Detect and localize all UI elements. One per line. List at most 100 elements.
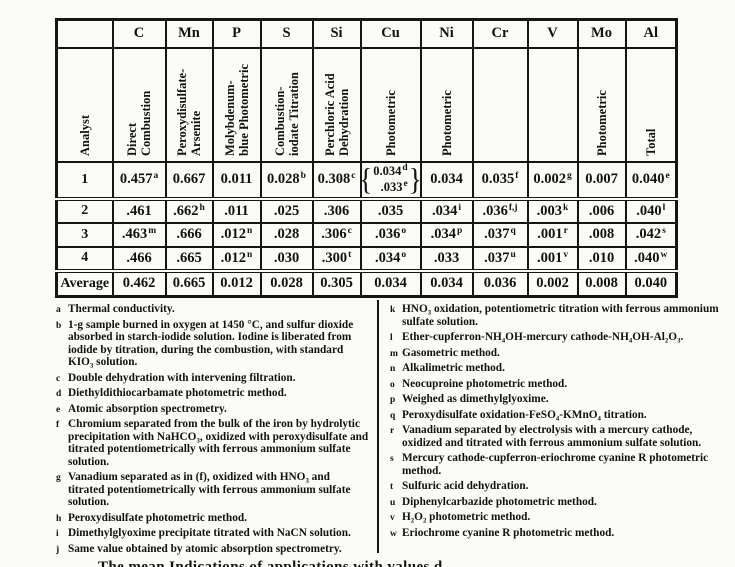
value-text: 0.305 [320,275,353,292]
value-text: 0.034 [373,164,402,178]
value-cell: .001r [526,222,579,248]
footnote-text: Mercury cathode-cupferron-eriochrome cya… [402,452,709,477]
value-text: 0.034 [430,275,463,292]
footnote-key: t [390,482,394,492]
value-cell: 0.665 [164,268,214,297]
value-text: .001 [536,249,563,266]
clipped-bottom-text-line: The mean Indications of applications wit… [98,559,443,567]
average-row: Average 0.462 0.665 0.012 0.028 0.305 0.034 0.0… [55,268,678,297]
value-cell: .025 [259,198,314,224]
footnote-marker: w [660,249,668,260]
footnote-marker: o [401,249,407,260]
footnote-text: HNO₃ oxidation, potentiometric titration… [402,303,719,328]
footnote-marker: k [563,202,569,213]
analyst-number: 2 [55,198,114,224]
method-header-cell: Photometric [419,47,474,163]
footnote-marker: n [247,249,253,260]
analyst-number: 1 [55,161,114,201]
value-text: .012 [220,226,247,242]
value-text: .006 [588,202,615,219]
value-text: .042 [635,226,662,242]
value-cell: 0.034 [419,268,474,297]
value-text: 0.028 [270,275,303,292]
footnote-key: h [56,513,62,524]
element-header-cell: Cu [359,19,422,49]
value-cell: .040w [624,246,678,272]
footnote-item: u Diphenylcarbazide photometric method. [389,496,731,509]
value-text: .306 [323,202,350,219]
value-text: 0.028 [267,171,300,187]
rotated-label-wrap: Total [628,49,675,160]
value-cell: .662h [164,198,214,224]
footnote-marker: o [401,226,407,236]
analyst-row: 2.461.662h .011.025.306.035.034i .036f,j .0… [55,198,678,224]
value-cell: .300t [311,246,362,272]
corner-cell [55,19,114,49]
value-cell: 0.040 [624,268,678,297]
footnote-item: v H₂O₂ photometric method. [389,511,731,524]
value-text: .010 [588,249,615,266]
rotated-label-wrap: Perchloric Acid Dehydration [315,49,359,160]
rotated-label-wrap [475,49,526,160]
footnote-marker: u [510,249,516,260]
footnote-text: Weighed as dimethylglyoxime. [402,393,549,405]
footnote-marker: r [563,226,568,236]
footnote-text: Same value obtained by atomic absorption… [68,542,342,555]
footnote-marker: m [148,226,157,236]
value-cell: .666 [164,222,214,248]
footnote-marker: n [247,226,253,236]
value-cell: 0.305 [311,268,362,297]
footnote-item: w Eriochrome cyanine R photometric method… [389,527,731,540]
value-cell: 0.034 [419,161,474,201]
value-cell: 0.011 [211,161,262,201]
method-header-cell [526,47,579,163]
value-text: .028 [273,226,300,242]
analyst-row: 1 0.457a 0.667 0.011 0.028b 0.308c{0.034d .033… [55,161,678,201]
analyst-header-cell: Analyst [55,47,114,163]
footnote-text: Sulfuric acid dehydration. [402,480,529,492]
value-text: .036 [374,226,401,242]
footnote-text: Gasometric method. [402,346,500,359]
footnote-marker: l [662,202,666,213]
footnote-item: o Neocuproine photometric method. [389,378,731,391]
value-text: 0.462 [122,275,156,292]
footnote-item: f Chromium separated from the bulk of the… [55,418,369,468]
footnote-key: v [390,513,395,523]
value-text: .040 [636,202,662,219]
footnote-text: Alkalimetric method. [402,362,505,374]
rotated-label-wrap [530,49,576,160]
analyst-row: 4.466.665.012n .030.300t .034o .033.037u .00… [55,246,678,272]
value-text: .461 [126,202,152,219]
value-text: 0.036 [483,275,517,292]
value-cell: .033 [419,246,474,272]
value-cell: .010 [576,246,627,272]
value-text: 0.035 [481,171,515,187]
value-text: .300 [321,249,348,266]
footnote-item: e Atomic absorption spectrometry. [55,403,369,416]
value-text: .003 [536,202,563,219]
value-cell: .012n [211,246,262,272]
split-values: 0.034d .033e [373,163,408,194]
footnote-text: Dimethylglyoxime precipitate titrated wi… [68,527,351,539]
footnote-key: i [56,529,59,539]
method-header-cell: Molybdenum- blue Photometric [211,47,262,163]
footnote-key: j [56,544,60,555]
value-text: .662 [173,202,199,219]
footnote-text: Atomic absorption spectrometry. [68,402,227,415]
footnote-marker: e [403,178,408,189]
value-cell: .306c [311,222,362,248]
value-text: .008 [588,226,615,242]
value-text: 0.665 [172,275,206,292]
rotated-label: Combustion- iodate Titration [272,71,301,156]
footnote-item: i Dimethylglyoxime precipitate titrated w… [55,527,369,540]
value-cell: .461 [111,198,167,224]
value-cell: 0.462 [111,268,167,297]
value-text: 0.457 [119,171,153,187]
footnote-key: f [56,420,60,430]
element-header-cell: S [259,19,314,49]
footnote-text: Vanadium separated by electrolysis with … [402,424,702,449]
method-header-cell: Peroxydisulfate- Arsenite [164,47,214,163]
value-cell: .036f,j [471,198,529,224]
rotated-label-wrap: Peroxydisulfate- Arsenite [168,49,211,160]
value-cell: {0.034d .033e} [359,161,422,201]
